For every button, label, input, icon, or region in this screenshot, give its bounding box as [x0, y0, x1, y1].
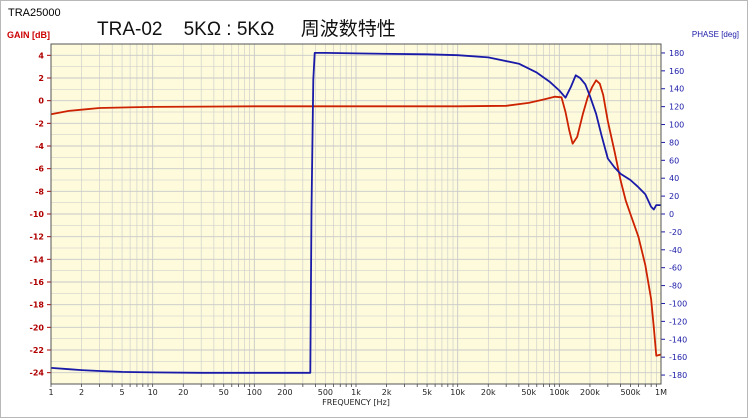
- y2-tick-label: -180: [669, 371, 687, 380]
- y-tick-label: -14: [30, 255, 45, 264]
- x-tick-label: 5: [120, 388, 125, 397]
- y-tick-label: 2: [38, 74, 44, 83]
- x-tick-label: 20k: [481, 388, 496, 397]
- x-tick-label: 1k: [351, 388, 361, 397]
- y2-tick-label: -60: [669, 264, 682, 273]
- y-tick-label: -22: [30, 346, 44, 355]
- y-tick-label: -24: [30, 369, 45, 378]
- y2-tick-label: 160: [669, 67, 684, 76]
- x-tick-label: 1M: [655, 388, 667, 397]
- y-tick-label: -8: [35, 187, 44, 196]
- y2-axis-label: PHASE [deg]: [691, 30, 739, 39]
- x-tick-label: 500: [318, 388, 333, 397]
- y2-tick-label: -40: [669, 246, 682, 255]
- gain-series-line: [50, 79, 662, 357]
- y-axis-label: GAIN [dB]: [7, 30, 50, 40]
- y-tick-label: -16: [30, 278, 45, 287]
- x-tick-label: 20: [178, 388, 188, 397]
- y2-tick-label: -80: [669, 282, 682, 291]
- phase-series-line: [50, 52, 661, 374]
- x-tick-label: 50k: [521, 388, 536, 397]
- y-tick-label: -2: [35, 119, 44, 128]
- y2-tick-label: -20: [669, 228, 682, 237]
- x-tick-label: 5k: [422, 388, 432, 397]
- y-tick-label: -10: [30, 210, 45, 219]
- x-axis-label: FREQUENCY [Hz]: [322, 398, 390, 407]
- x-tick-label: 10k: [450, 388, 465, 397]
- y2-tick-label: 100: [669, 121, 684, 130]
- y2-tick-label: -140: [669, 335, 687, 344]
- y2-tick-label: -160: [669, 353, 687, 362]
- y2-tick-label: 140: [669, 85, 684, 94]
- x-tick-label: 10: [148, 388, 158, 397]
- x-tick-label: 2: [79, 388, 84, 397]
- model-code: TRA25000: [8, 7, 61, 19]
- x-tick-label: 1: [48, 388, 53, 397]
- y-tick-label: 0: [38, 97, 44, 106]
- x-tick-label: 500k: [620, 388, 640, 397]
- y2-tick-label: 40: [669, 174, 679, 183]
- y2-tick-label: 20: [669, 192, 679, 201]
- y2-tick-label: 0: [669, 210, 674, 219]
- chart-title: TRA-02 5KΩ : 5KΩ 周波数特性: [97, 19, 396, 40]
- y-tick-label: -4: [35, 142, 44, 151]
- y-tick-label: -20: [30, 323, 45, 332]
- x-tick-label: 200: [277, 388, 292, 397]
- plot-border: [50, 43, 662, 385]
- x-tick-label: 100: [247, 388, 262, 397]
- y2-tick-label: -100: [669, 299, 687, 308]
- x-tick-label: 2k: [382, 388, 392, 397]
- x-tick-label: 200k: [580, 388, 600, 397]
- y-tick-label: 4: [38, 51, 44, 60]
- y-tick-label: -12: [30, 233, 44, 242]
- y2-tick-label: 60: [669, 156, 679, 165]
- x-tick-label: 50: [219, 388, 229, 397]
- y2-tick-label: 120: [669, 103, 684, 112]
- series-group: [50, 52, 662, 374]
- y2-tick-label: 80: [669, 138, 679, 147]
- y2-tick-label: 180: [669, 49, 684, 58]
- y2-tick-label: -120: [669, 317, 687, 326]
- y-tick-label: -18: [30, 301, 45, 310]
- y-tick-label: -6: [35, 165, 44, 174]
- x-tick-label: 100k: [549, 388, 569, 397]
